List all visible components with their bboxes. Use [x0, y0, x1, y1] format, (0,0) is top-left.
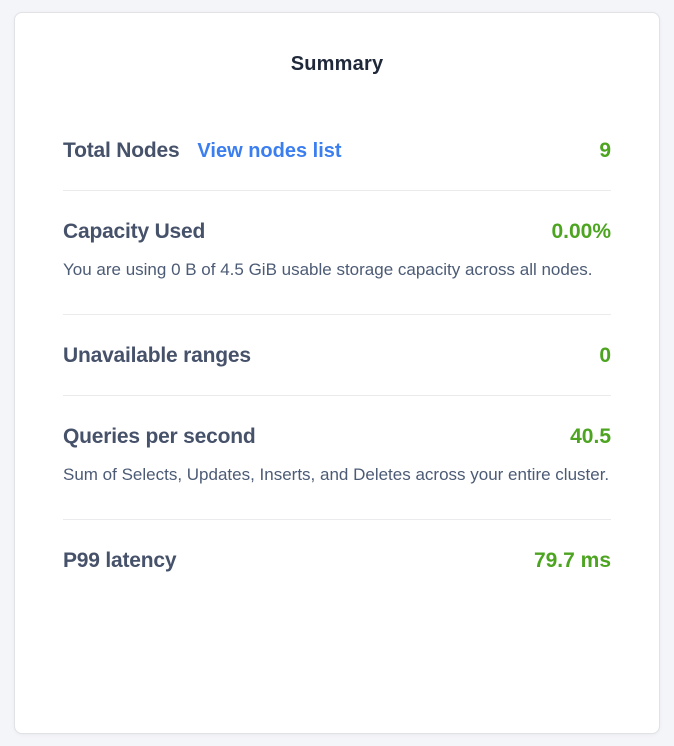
total-nodes-label: Total Nodes	[63, 139, 180, 162]
p99-latency-label: P99 latency	[63, 549, 177, 572]
queries-per-second-value: 40.5	[570, 425, 611, 448]
unavailable-ranges-label: Unavailable ranges	[63, 344, 251, 367]
section-queries-per-second: Queries per second 40.5 Sum of Selects, …	[63, 395, 611, 519]
p99-latency-value: 79.7 ms	[533, 549, 611, 572]
capacity-used-label: Capacity Used	[63, 220, 206, 243]
total-nodes-row: Total Nodes View nodes list 9	[63, 139, 611, 163]
capacity-used-row: Capacity Used 0.00%	[63, 220, 611, 244]
queries-per-second-label: Queries per second	[63, 425, 256, 448]
queries-per-second-description: Sum of Selects, Updates, Inserts, and De…	[63, 465, 610, 484]
section-p99-latency: P99 latency 79.7 ms	[63, 519, 611, 600]
p99-latency-row: P99 latency 79.7 ms	[63, 549, 611, 573]
section-capacity-used: Capacity Used 0.00% You are using 0 B of…	[63, 190, 611, 314]
queries-per-second-row: Queries per second 40.5	[63, 425, 611, 449]
section-total-nodes: Total Nodes View nodes list 9	[63, 110, 611, 190]
panel-title: Summary	[290, 53, 384, 75]
summary-panel: Summary Total Nodes View nodes list 9 Ca…	[14, 12, 660, 734]
view-nodes-list-link[interactable]: View nodes list	[197, 140, 342, 162]
capacity-used-description: You are using 0 B of 4.5 GiB usable stor…	[63, 260, 593, 279]
unavailable-ranges-value: 0	[599, 344, 611, 367]
capacity-used-value: 0.00%	[551, 220, 611, 243]
unavailable-ranges-row: Unavailable ranges 0	[63, 344, 611, 368]
section-unavailable-ranges: Unavailable ranges 0	[63, 314, 611, 395]
total-nodes-value: 9	[599, 139, 611, 162]
